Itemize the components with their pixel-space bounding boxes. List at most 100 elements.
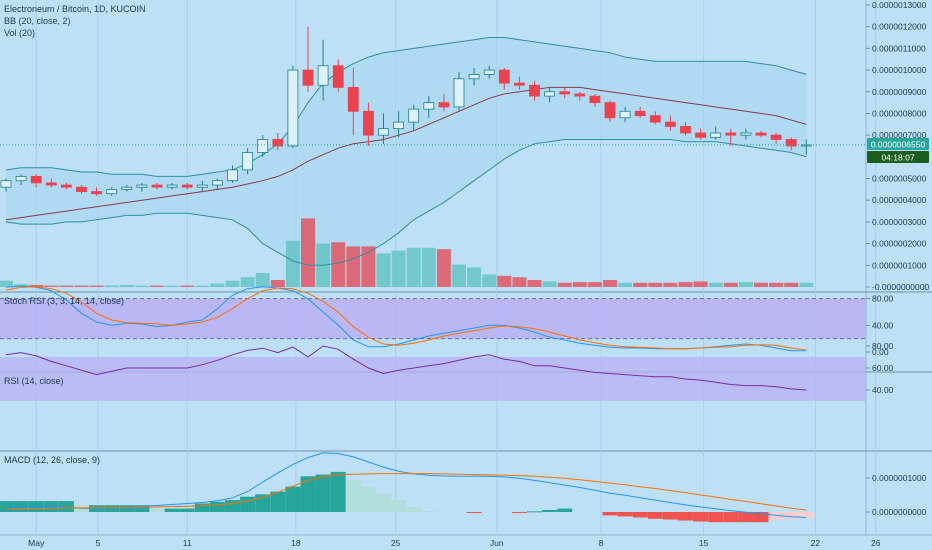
volume-bar (391, 250, 406, 287)
candle (15, 174, 27, 186)
vol-legend[interactable]: Vol (20) (4, 28, 35, 38)
candle (740, 128, 752, 140)
price-axis-tick-label: 0.0000009000 (872, 87, 927, 97)
volume-bars (0, 218, 814, 287)
rsi-line (5, 345, 807, 391)
candle-body (242, 152, 254, 171)
candle-body (514, 82, 525, 86)
price-axis-tick-label: 40.00 (872, 320, 894, 330)
candle (800, 139, 812, 155)
candle-body (151, 184, 163, 188)
candle-body (438, 102, 450, 108)
candle-body (529, 84, 540, 97)
macd-histogram-bar (58, 501, 74, 512)
candle-body (649, 115, 661, 123)
candle-body (227, 169, 238, 182)
candle-body (408, 108, 420, 123)
volume-bar (195, 285, 210, 287)
candle (347, 67, 359, 136)
volume-bar (331, 242, 346, 287)
candle (559, 87, 571, 99)
candle-body (483, 69, 495, 75)
candle-body (106, 188, 118, 195)
candle-body (785, 139, 797, 147)
candle-body (257, 139, 269, 153)
volume-bar (754, 282, 768, 287)
rsi-pane[interactable] (0, 345, 866, 401)
candle (287, 65, 299, 149)
candle (634, 106, 646, 118)
macd-histogram-bar (134, 505, 150, 512)
candle (649, 111, 661, 125)
macd-histogram-bar (527, 511, 542, 513)
candle (257, 135, 269, 157)
candle-body (166, 184, 178, 188)
macd-pane[interactable] (0, 452, 814, 523)
candle (710, 126, 722, 140)
stoch-rsi-pane[interactable] (0, 285, 866, 352)
price-axis-tick-label: 0.0000013000 (872, 0, 927, 10)
volume-bar (603, 280, 617, 287)
macd-histogram-bar (0, 501, 14, 512)
price-axis-tick-label: 0.0000002000 (872, 239, 927, 249)
candle (76, 185, 87, 194)
candle-body (45, 182, 57, 186)
volume-bar (708, 282, 723, 287)
price-axis-tick-label: 0.0000005000 (872, 174, 927, 184)
bb-legend[interactable]: BB (20, close, 2) (4, 16, 71, 26)
candle-body (423, 102, 435, 110)
price-axis-tick-label: 40.00 (872, 385, 894, 395)
candle-body (30, 175, 42, 184)
volume-bar (799, 282, 814, 287)
macd-histogram-bar (194, 503, 210, 512)
candle-body (136, 184, 148, 188)
candle (227, 165, 238, 183)
macd-histogram-bar (617, 512, 633, 517)
candle-body (665, 121, 676, 127)
candle (665, 115, 676, 131)
volume-bar (693, 281, 708, 287)
stoch-rsi-band (0, 298, 866, 339)
price-axis-labels[interactable]: 0.0000013000 0.0000012000 0.0000011000 0.00… (866, 0, 929, 517)
price-axis-tick-label: 0.0000001000 (872, 473, 927, 483)
macd-histogram-bar (225, 500, 240, 512)
candle (332, 59, 344, 92)
volume-bar (436, 249, 451, 287)
candle-body (317, 65, 329, 86)
rsi-legend[interactable]: RSI (14, close) (4, 376, 64, 386)
candle-body (332, 65, 344, 88)
candle-body (498, 69, 510, 84)
volume-bar (255, 273, 270, 287)
candle (483, 65, 495, 79)
macd-histogram-bar (406, 506, 422, 512)
candle (61, 182, 72, 190)
volume-bar (210, 283, 225, 287)
macd-histogram-bar (315, 474, 331, 512)
bar-countdown-label: 04:18:07 (881, 153, 914, 163)
volume-bar (44, 285, 59, 287)
time-axis-tick-label: Jun (490, 538, 504, 548)
price-pane[interactable] (0, 26, 866, 287)
last-price-label: 0.0000006550 (871, 140, 926, 150)
volume-bar (346, 246, 361, 287)
volume-bar (29, 284, 44, 287)
macd-histogram-bar (511, 512, 527, 513)
volume-bar (723, 282, 738, 287)
volume-bar (285, 240, 300, 287)
time-axis-labels[interactable]: May 5 11 18 25 Jun 8 15 22 26 (28, 538, 881, 548)
price-axis-tick-label: 0.0000008000 (872, 108, 927, 118)
price-axis-tick-label: 80.00 (872, 294, 894, 304)
time-axis-tick-label: 8 (599, 538, 604, 548)
time-axis-tick-label: May (28, 538, 45, 548)
price-axis-tick-label: 0.0000003000 (872, 217, 927, 227)
stoch-rsi-legend[interactable]: Stoch RSI (3, 3, 14, 14, close) (4, 296, 124, 306)
volume-bar (165, 285, 180, 287)
time-axis-tick-label: 5 (96, 538, 101, 548)
volume-bar (527, 280, 542, 287)
volume-bar (738, 282, 753, 287)
bar-countdown-background (867, 151, 929, 163)
candle (136, 182, 148, 192)
volume-bar (482, 274, 497, 287)
macd-legend[interactable]: MACD (12, 26, close, 9) (4, 455, 100, 465)
chart-title[interactable]: Electroneum / Bitcoin, 1D, KUCOIN (4, 4, 146, 14)
